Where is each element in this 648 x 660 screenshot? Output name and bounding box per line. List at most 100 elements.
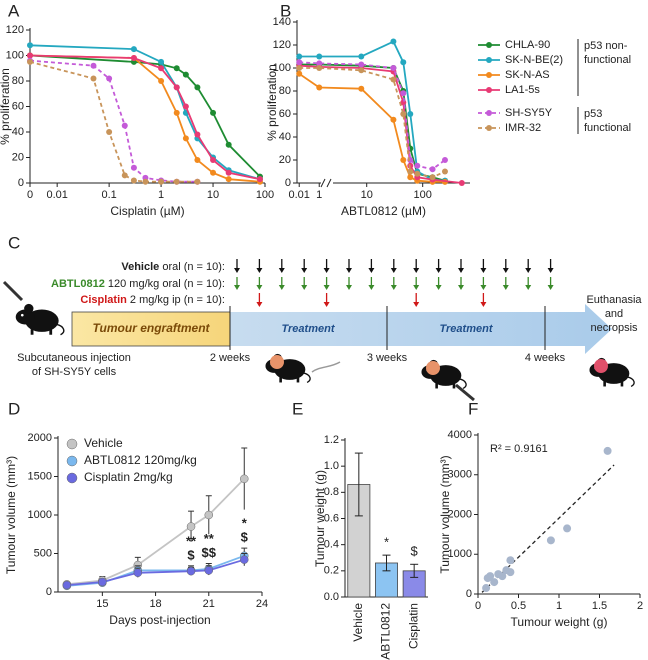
data-point (498, 572, 507, 581)
phase-label: Treatment (440, 323, 494, 335)
data-point (400, 111, 407, 117)
row-label: Vehicle oral (n = 10): (121, 261, 225, 273)
significance-label: * (242, 516, 248, 531)
series-line (299, 63, 446, 182)
y-tick-label: 1.0 (324, 460, 339, 472)
timeline-arrow (230, 304, 612, 354)
dose-arrow-head (368, 285, 375, 290)
data-point (186, 566, 196, 576)
significance-label: $ (187, 547, 195, 562)
data-point (210, 109, 217, 116)
data-point (316, 65, 323, 71)
x-tick-label: Vehicle (351, 603, 365, 642)
legend-label: SK-N-AS (505, 69, 550, 81)
dose-arrow-head (256, 302, 263, 307)
y-tick-label: 0.8 (324, 486, 339, 498)
dose-arrow-head (323, 285, 330, 290)
tumour (594, 359, 608, 373)
dose-arrow-head (368, 268, 375, 273)
injection-label: of SH-SY5Y cells (32, 366, 117, 378)
dose-arrow-head (256, 268, 263, 273)
data-point (186, 522, 196, 531)
data-point (482, 584, 491, 593)
axis-break (320, 178, 326, 188)
dose-arrow-head (502, 268, 509, 273)
protocol-diagram: Vehicle oral (n = 10): ABTL0812 120 mg/k… (2, 261, 642, 402)
x-tick-label: 0.01 (46, 189, 67, 201)
x-axis-label: ABTL0812 (µM) (341, 204, 426, 218)
drug: Cisplatin (80, 294, 127, 306)
legend-label: Cisplatin 2mg/kg (84, 470, 173, 484)
x-tick-label: 1.5 (592, 600, 607, 612)
dose: oral (n = 10): (159, 261, 225, 273)
data-point (390, 116, 397, 123)
week-label: 2 weeks (210, 352, 251, 364)
data-point (316, 53, 323, 60)
y-tick-label: 20 (279, 154, 291, 166)
x-tick-label: 1 (316, 189, 322, 201)
dose-arrow-head (480, 268, 487, 273)
data-point (27, 42, 33, 49)
significance-label: $$ (202, 545, 217, 560)
data-point (225, 169, 232, 176)
end-label: and (605, 308, 623, 320)
series-line (66, 478, 245, 586)
significance-label: * (384, 535, 389, 550)
legend-label: SH-SY5Y (505, 107, 553, 119)
legend-marker (486, 87, 492, 93)
x-axis-label: Tumour weight (g) (511, 615, 608, 629)
data-point (173, 65, 180, 72)
x-tick-label: 1 (556, 600, 562, 612)
y-tick-label: 0.2 (324, 565, 339, 577)
data-point (194, 131, 201, 138)
fit-note: R² = 0.9161 (490, 443, 548, 455)
series-line (66, 558, 245, 586)
y-tick-label: 0 (285, 177, 291, 189)
x-tick-label: 0.01 (289, 189, 310, 201)
data-point (130, 55, 137, 62)
end-label: Euthanasia (586, 294, 642, 306)
dose-arrow-head (413, 285, 420, 290)
drug: ABTL0812 (51, 278, 105, 290)
dose-arrow-head (234, 268, 240, 273)
data-point (407, 111, 414, 117)
group-label: functional (584, 122, 631, 134)
data-point (390, 76, 397, 83)
data-point (106, 75, 113, 82)
y-tick-label: 3000 (448, 469, 472, 481)
data-point (121, 122, 128, 129)
data-point (296, 59, 303, 66)
significance-label: ** (186, 533, 197, 548)
data-point (98, 577, 107, 587)
y-axis-label: % proliferation (265, 64, 279, 141)
dose-arrow-head (547, 268, 554, 273)
group-label: p53 (584, 108, 602, 120)
legend-label: SK-N-BE(2) (505, 54, 563, 66)
data-point (182, 135, 189, 142)
data-point (429, 174, 436, 181)
data-point (358, 61, 365, 68)
phase-label: Treatment (282, 323, 336, 335)
dose-arrow-head (256, 285, 263, 290)
dose-arrow-head (301, 268, 308, 273)
mouse-icon (15, 303, 65, 336)
dose-arrow-head (278, 285, 285, 290)
data-point (158, 58, 165, 65)
y-tick-label: 4000 (448, 429, 472, 441)
y-tick-label: 0 (46, 586, 52, 598)
legend-label: ABTL0812 120mg/kg (84, 453, 197, 467)
tumour (270, 355, 284, 369)
data-point (490, 578, 499, 587)
data-point (400, 90, 407, 97)
data-point (158, 178, 165, 185)
data-point (486, 572, 495, 581)
x-tick-label: 2 (637, 600, 643, 612)
data-point (133, 568, 143, 577)
dose-arrow-head (458, 285, 464, 290)
data-point (210, 157, 217, 164)
y-tick-label: 0 (18, 177, 24, 189)
legend-marker (486, 72, 492, 78)
data-point (603, 446, 612, 455)
x-tick-label: 21 (203, 598, 215, 610)
